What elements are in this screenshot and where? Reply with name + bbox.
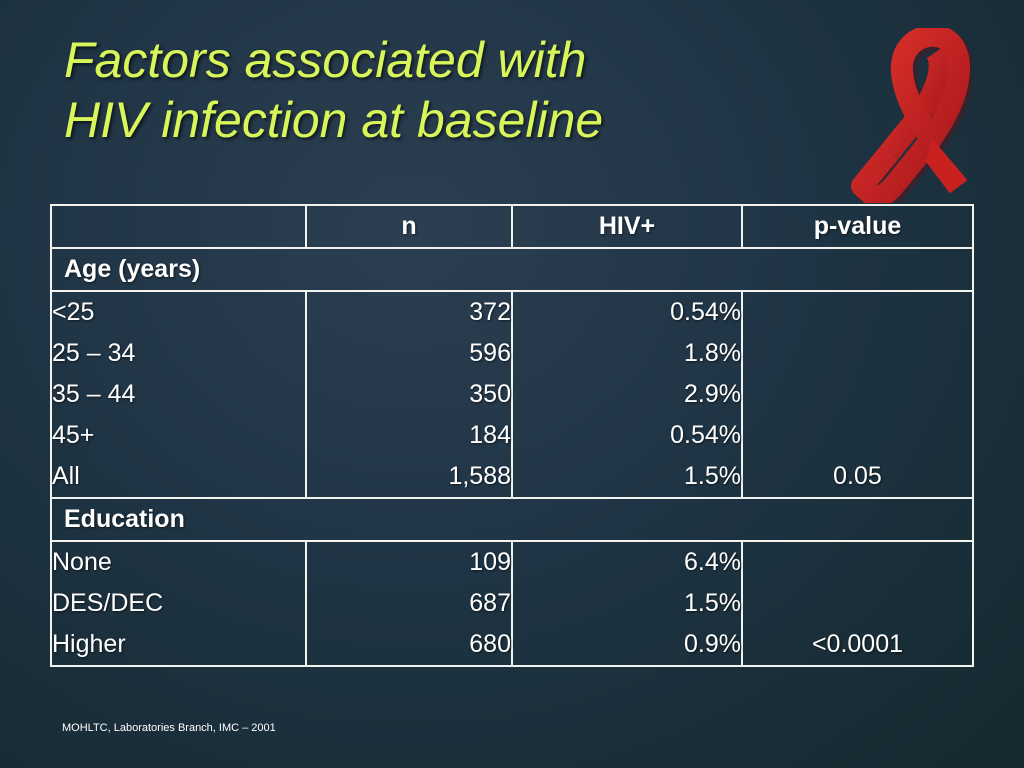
row-hiv: 1.8% (512, 333, 742, 374)
row-label: 35 – 44 (51, 374, 306, 415)
table-row: None 109 6.4% (51, 541, 973, 583)
row-p-value (742, 583, 973, 624)
row-n: 680 (306, 624, 512, 666)
row-hiv: 1.5% (512, 456, 742, 498)
section-row-education: Education (51, 498, 973, 541)
table-row: DES/DEC 687 1.5% (51, 583, 973, 624)
table-row: All 1,588 1.5% 0.05 (51, 456, 973, 498)
table-row: <25 372 0.54% (51, 291, 973, 333)
row-hiv: 1.5% (512, 583, 742, 624)
row-label: None (51, 541, 306, 583)
section-label: Education (51, 498, 973, 541)
row-label: 45+ (51, 415, 306, 456)
row-label: 25 – 34 (51, 333, 306, 374)
row-n: 687 (306, 583, 512, 624)
slide-title-line-2: HIV infection at baseline (64, 90, 603, 150)
row-p-value (742, 541, 973, 583)
section-row-age: Age (years) (51, 248, 973, 291)
slide-title-line-1: Factors associated with (64, 30, 603, 90)
row-n: 1,588 (306, 456, 512, 498)
row-p-value: 0.05 (742, 456, 973, 498)
header-p-value: p-value (742, 205, 973, 248)
slide-footer: MOHLTC, Laboratories Branch, IMC – 2001 (62, 722, 276, 734)
row-p-value (742, 374, 973, 415)
row-hiv: 0.54% (512, 291, 742, 333)
row-n: 184 (306, 415, 512, 456)
row-p-value (742, 333, 973, 374)
slide-title: Factors associated with HIV infection at… (64, 30, 603, 150)
row-n: 596 (306, 333, 512, 374)
row-hiv: 6.4% (512, 541, 742, 583)
hiv-factors-table: n HIV+ p-value Age (years) <25 372 0.54%… (50, 204, 974, 667)
row-label: DES/DEC (51, 583, 306, 624)
row-label: <25 (51, 291, 306, 333)
table-row: 25 – 34 596 1.8% (51, 333, 973, 374)
header-hiv: HIV+ (512, 205, 742, 248)
table-row: 45+ 184 0.54% (51, 415, 973, 456)
row-n: 372 (306, 291, 512, 333)
row-p-value (742, 291, 973, 333)
table-header-row: n HIV+ p-value (51, 205, 973, 248)
header-empty (51, 205, 306, 248)
row-n: 350 (306, 374, 512, 415)
section-label: Age (years) (51, 248, 973, 291)
row-hiv: 0.9% (512, 624, 742, 666)
row-p-value: <0.0001 (742, 624, 973, 666)
row-label: Higher (51, 624, 306, 666)
row-hiv: 0.54% (512, 415, 742, 456)
header-n: n (306, 205, 512, 248)
row-hiv: 2.9% (512, 374, 742, 415)
table-row: Higher 680 0.9% <0.0001 (51, 624, 973, 666)
table-row: 35 – 44 350 2.9% (51, 374, 973, 415)
row-p-value (742, 415, 973, 456)
red-ribbon-icon (832, 28, 972, 203)
row-label: All (51, 456, 306, 498)
row-n: 109 (306, 541, 512, 583)
